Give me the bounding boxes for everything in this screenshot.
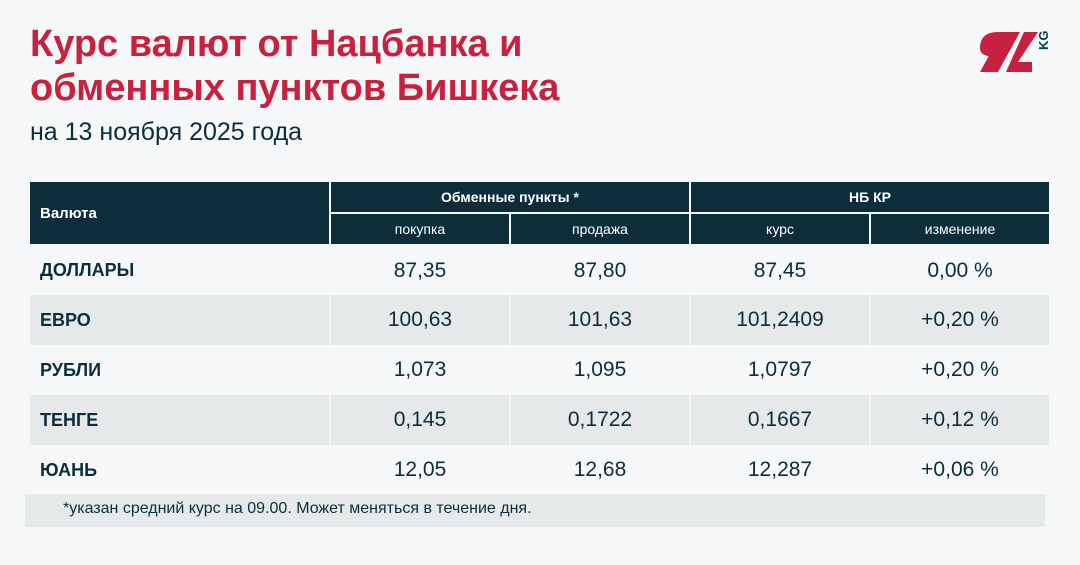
24kg-logo	[980, 32, 1038, 72]
currency-name: ЮАНЬ	[30, 445, 331, 495]
title-line-1: Курс валют от Нацбанка и	[30, 23, 523, 65]
change-value: +0,06 %	[868, 445, 1052, 495]
buy-value: 87,35	[329, 245, 511, 295]
currency-table: Валюта Обменные пункты * НБ КР покупка п…	[30, 180, 1052, 495]
page-title: Курс валют от Нацбанка и обменных пунктов…	[30, 22, 559, 110]
buy-value: 12,05	[329, 445, 511, 495]
buy-value: 1,073	[329, 345, 511, 395]
sell-value: 0,1722	[509, 395, 691, 445]
nbkr-header: НБ КР	[688, 180, 1052, 214]
table-row: ТЕНГЕ 0,145 0,1722 0,1667 +0,12 %	[30, 395, 1052, 445]
change-header: изменение	[868, 212, 1052, 246]
currency-name: ДОЛЛАРЫ	[30, 245, 331, 295]
currency-name: ЕВРО	[30, 295, 331, 345]
exchange-points-header: Обменные пункты *	[329, 180, 691, 214]
buy-value: 0,145	[329, 395, 511, 445]
currency-header: Валюта	[30, 180, 331, 246]
change-value: 0,00 %	[868, 245, 1052, 295]
rate-value: 1,0797	[689, 345, 871, 395]
table-row: РУБЛИ 1,073 1,095 1,0797 +0,20 %	[30, 345, 1052, 395]
buy-value: 100,63	[329, 295, 511, 345]
rate-value: 0,1667	[689, 395, 871, 445]
rate-value: 87,45	[689, 245, 871, 295]
date-subtitle: на 13 ноября 2025 года	[30, 118, 303, 146]
footnote: *указан средний курс на 09.00. Может мен…	[25, 494, 1045, 527]
change-value: +0,12 %	[868, 395, 1052, 445]
table-row: ЮАНЬ 12,05 12,68 12,287 +0,06 %	[30, 445, 1052, 495]
sell-header: продажа	[509, 212, 691, 246]
title-line-2: обменных пунктов Бишкека	[30, 67, 560, 109]
change-value: +0,20 %	[868, 295, 1052, 345]
sell-value: 1,095	[509, 345, 691, 395]
currency-name: ТЕНГЕ	[30, 395, 331, 445]
rate-value: 12,287	[689, 445, 871, 495]
logo-kg-text: KG	[1036, 30, 1051, 51]
buy-header: покупка	[329, 212, 511, 246]
currency-name: РУБЛИ	[30, 345, 331, 395]
sell-value: 87,80	[509, 245, 691, 295]
sell-value: 101,63	[509, 295, 691, 345]
rate-value: 101,2409	[689, 295, 871, 345]
table-row: ДОЛЛАРЫ 87,35 87,80 87,45 0,00 %	[30, 245, 1052, 295]
change-value: +0,20 %	[868, 345, 1052, 395]
rate-header: курс	[689, 212, 871, 246]
sell-value: 12,68	[509, 445, 691, 495]
table-row: ЕВРО 100,63 101,63 101,2409 +0,20 %	[30, 295, 1052, 345]
